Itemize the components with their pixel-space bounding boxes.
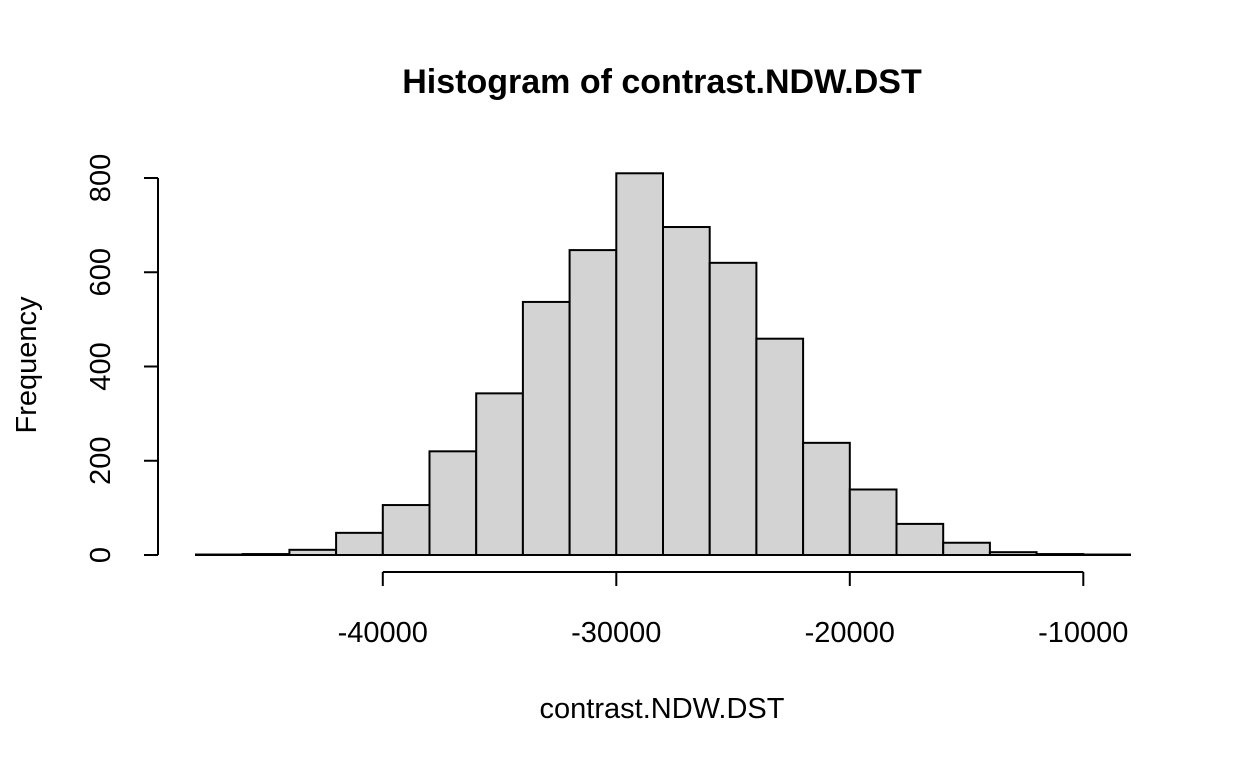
histogram-bar bbox=[381, 504, 431, 556]
y-tick-label: 400 bbox=[85, 342, 117, 390]
x-tick-label: -20000 bbox=[805, 617, 895, 649]
x-tick-label: -30000 bbox=[571, 617, 661, 649]
histogram-bar bbox=[988, 551, 1038, 556]
histogram-bar bbox=[708, 261, 758, 556]
histogram-bar bbox=[428, 450, 478, 557]
histogram-bar bbox=[335, 531, 384, 557]
x-axis-label: contrast.NDW.DST bbox=[540, 693, 785, 725]
histogram-bar bbox=[848, 488, 898, 556]
y-tick-label: 600 bbox=[85, 248, 117, 296]
histogram-bar bbox=[1035, 553, 1085, 556]
y-axis: 0 200 400 600 800 bbox=[85, 154, 159, 563]
histogram-bar bbox=[288, 548, 338, 556]
histogram-bar bbox=[615, 172, 664, 556]
y-tick-label: 200 bbox=[85, 437, 117, 485]
histogram-bar bbox=[662, 226, 711, 556]
x-tick-label: -40000 bbox=[338, 617, 428, 649]
y-tick-label: 800 bbox=[85, 154, 117, 202]
chart-title: Histogram of contrast.NDW.DST bbox=[402, 63, 922, 101]
y-axis-label: Frequency bbox=[11, 296, 43, 434]
histogram-bar bbox=[802, 441, 851, 556]
histogram-bar bbox=[475, 392, 524, 556]
histogram-bar bbox=[568, 249, 618, 556]
x-axis: -40000 -30000 -20000 -10000 bbox=[338, 571, 1128, 649]
y-tick-label: 0 bbox=[85, 547, 117, 563]
x-tick-label: -10000 bbox=[1038, 617, 1128, 649]
histogram-bar bbox=[521, 300, 571, 556]
histogram-bar bbox=[241, 553, 291, 556]
histogram-bar bbox=[895, 522, 945, 557]
histogram-bar bbox=[942, 541, 991, 556]
histogram-bar bbox=[755, 337, 805, 557]
histogram-bars bbox=[195, 172, 1132, 557]
